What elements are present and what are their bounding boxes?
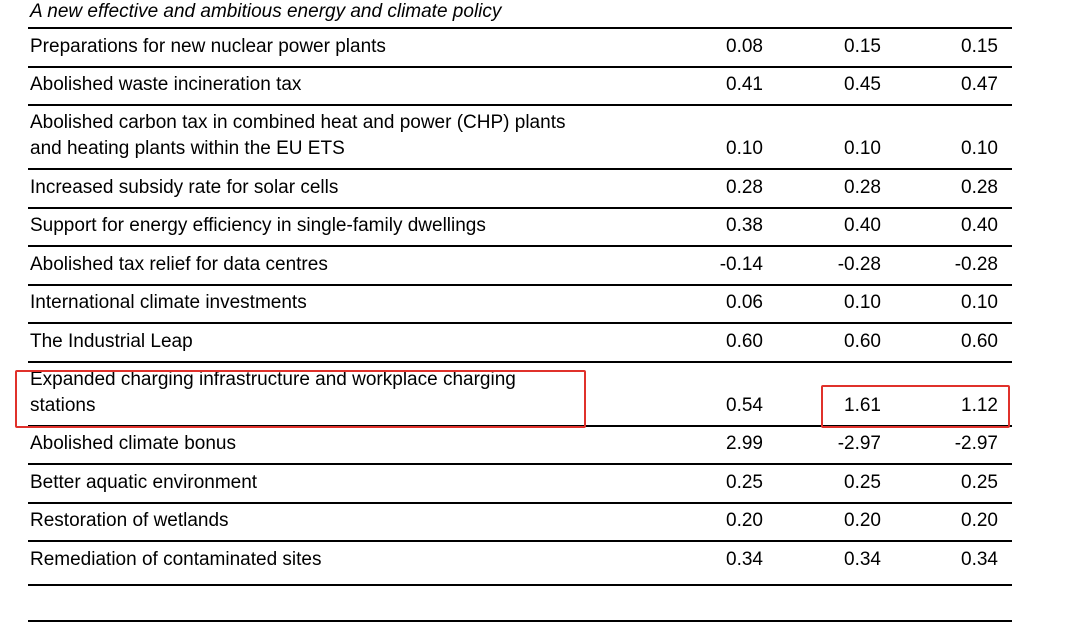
table-row: International climate investments 0.06 0… [28,283,1012,323]
highlight-box-values [821,385,1010,428]
value-col-3: 0.28 [961,176,998,198]
table-bottom-rule [28,584,1012,586]
row-label: Better aquatic environment [30,471,258,493]
section-heading: A new effective and ambitious energy and… [30,1,502,22]
value-col-2: 0.10 [844,138,881,159]
value-col-1: 0.06 [726,292,763,313]
value-col-1: 0.25 [726,471,763,493]
row-label: Increased subsidy rate for solar cells [30,176,339,198]
table-row: Better aquatic environment 0.25 0.25 0.2… [28,463,1012,502]
row-label: The Industrial Leap [30,330,193,352]
value-col-1: 0.20 [726,510,763,531]
table-row: The Industrial Leap 0.60 0.60 0.60 [28,322,1012,361]
row-label-line-1: Expanded charging infrastructure and wor… [30,368,516,390]
table-row: Support for energy efficiency in single-… [28,206,1012,246]
value-col-1: 0.38 [726,215,763,236]
value-col-2: 0.20 [844,510,881,531]
value-col-3: 1.12 [961,394,998,416]
value-col-1: 0.10 [726,138,763,159]
page-end-rule [28,620,1012,622]
value-col-3: 0.47 [961,74,998,95]
value-col-1: 2.99 [726,433,763,454]
table-row: Abolished waste incineration tax 0.41 0.… [28,65,1012,105]
value-col-2: -0.28 [837,253,881,275]
value-col-1: 0.41 [726,74,763,95]
value-col-3: 0.25 [961,471,998,493]
value-col-3: -0.28 [954,253,998,275]
row-label: International climate investments [30,292,307,313]
value-col-1: 0.08 [726,35,763,57]
value-col-3: -2.97 [954,433,998,454]
value-col-2: 0.25 [844,471,881,493]
row-label: Restoration of wetlands [30,510,229,531]
value-col-1: 0.54 [726,394,763,416]
value-col-2: 1.61 [844,394,881,416]
row-label: Support for energy efficiency in single-… [30,215,486,236]
row-label: Remediation of contaminated sites [30,548,322,570]
table-row: Preparations for new nuclear power plant… [28,27,1012,66]
value-col-2: 0.40 [844,215,881,236]
value-col-3: 0.34 [961,548,998,570]
value-col-3: 0.10 [961,292,998,313]
value-col-2: 0.34 [844,548,881,570]
row-label: Abolished tax relief for data centres [30,253,328,275]
row-label-line-2: and heating plants within the EU ETS [30,138,345,159]
table-row: Abolished climate bonus 2.99 -2.97 -2.97 [28,424,1012,464]
row-label: Abolished climate bonus [30,433,236,454]
value-col-2: -2.97 [837,433,881,454]
row-label-line-2: stations [30,394,96,416]
table-row: Expanded charging infrastructure and wor… [28,360,1012,425]
value-col-1: 0.34 [726,548,763,570]
value-col-3: 0.40 [961,215,998,236]
value-col-3: 0.60 [961,330,998,352]
table-row: Abolished tax relief for data centres -0… [28,245,1012,284]
value-col-1: 0.28 [726,176,763,198]
row-label: Preparations for new nuclear power plant… [30,35,386,57]
highlight-box-row-label [15,370,586,428]
value-col-3: 0.10 [961,138,998,159]
table-row: Restoration of wetlands 0.20 0.20 0.20 [28,501,1012,541]
table-row: Increased subsidy rate for solar cells 0… [28,168,1012,207]
value-col-1: -0.14 [719,253,763,275]
value-col-1: 0.60 [726,330,763,352]
value-col-3: 0.15 [961,35,998,57]
value-col-2: 0.60 [844,330,881,352]
value-col-3: 0.20 [961,510,998,531]
row-label-line-1: Abolished carbon tax in combined heat an… [30,112,566,133]
value-col-2: 0.45 [844,74,881,95]
budget-table: Preparations for new nuclear power plant… [28,27,1012,579]
table-row: Abolished carbon tax in combined heat an… [28,104,1012,168]
row-label: Abolished waste incineration tax [30,74,302,95]
value-col-2: 0.28 [844,176,881,198]
table-row: Remediation of contaminated sites 0.34 0… [28,540,1012,579]
value-col-2: 0.10 [844,292,881,313]
value-col-2: 0.15 [844,35,881,57]
